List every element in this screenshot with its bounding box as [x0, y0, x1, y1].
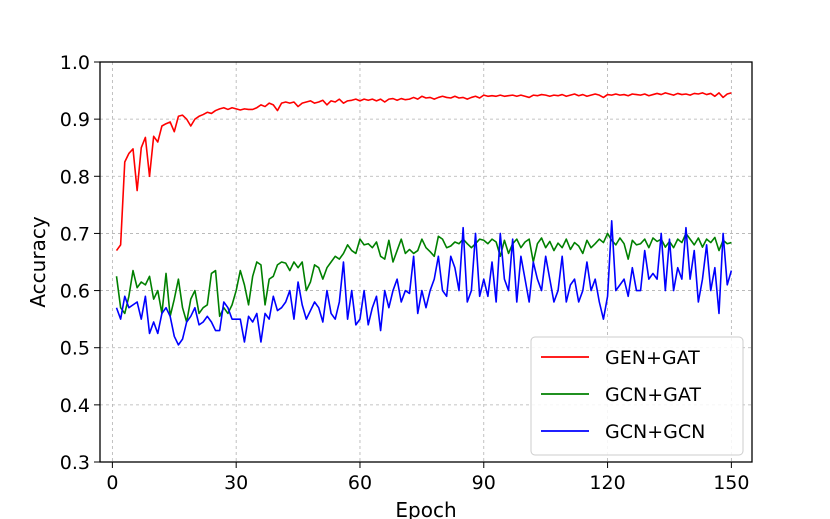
series-lines — [115, 92, 733, 346]
series-line-gcn-gcn — [115, 220, 733, 346]
x-tick-label: 150 — [713, 472, 749, 494]
legend-label: GCN+GCN — [605, 421, 705, 443]
legend-label: GEN+GAT — [605, 347, 700, 369]
y-tick-label: 0.3 — [60, 452, 90, 474]
y-tick-label: 0.6 — [60, 281, 90, 303]
x-tick-label: 30 — [224, 472, 248, 494]
y-tick-label: 1.0 — [60, 52, 90, 74]
legend-box — [530, 336, 744, 456]
legend-label: GCN+GAT — [605, 384, 701, 406]
x-tick-label: 120 — [589, 472, 625, 494]
y-tick-label: 0.4 — [60, 395, 90, 417]
y-tick-label: 0.9 — [60, 109, 90, 131]
series-line-gcn-gat — [115, 232, 732, 323]
y-axis-title: Accuracy — [26, 216, 50, 307]
y-tick-label: 0.7 — [60, 223, 90, 245]
axis-ticks: 0 30 60 90 120 150 0.3 0.4 0.5 0.6 0.7 0.8 0.9 1.0 — [60, 52, 750, 494]
x-tick-label: 0 — [106, 472, 118, 494]
y-tick-label: 0.8 — [60, 166, 90, 188]
series-line-gen-gat — [115, 92, 732, 252]
legend: GEN+GAT GCN+GAT GCN+GCN — [530, 336, 744, 456]
x-tick-label: 60 — [348, 472, 372, 494]
x-axis-title: Epoch — [395, 498, 456, 519]
plot-frame — [99, 61, 753, 463]
y-tick-label: 0.5 — [60, 338, 90, 360]
x-tick-label: 90 — [472, 472, 496, 494]
